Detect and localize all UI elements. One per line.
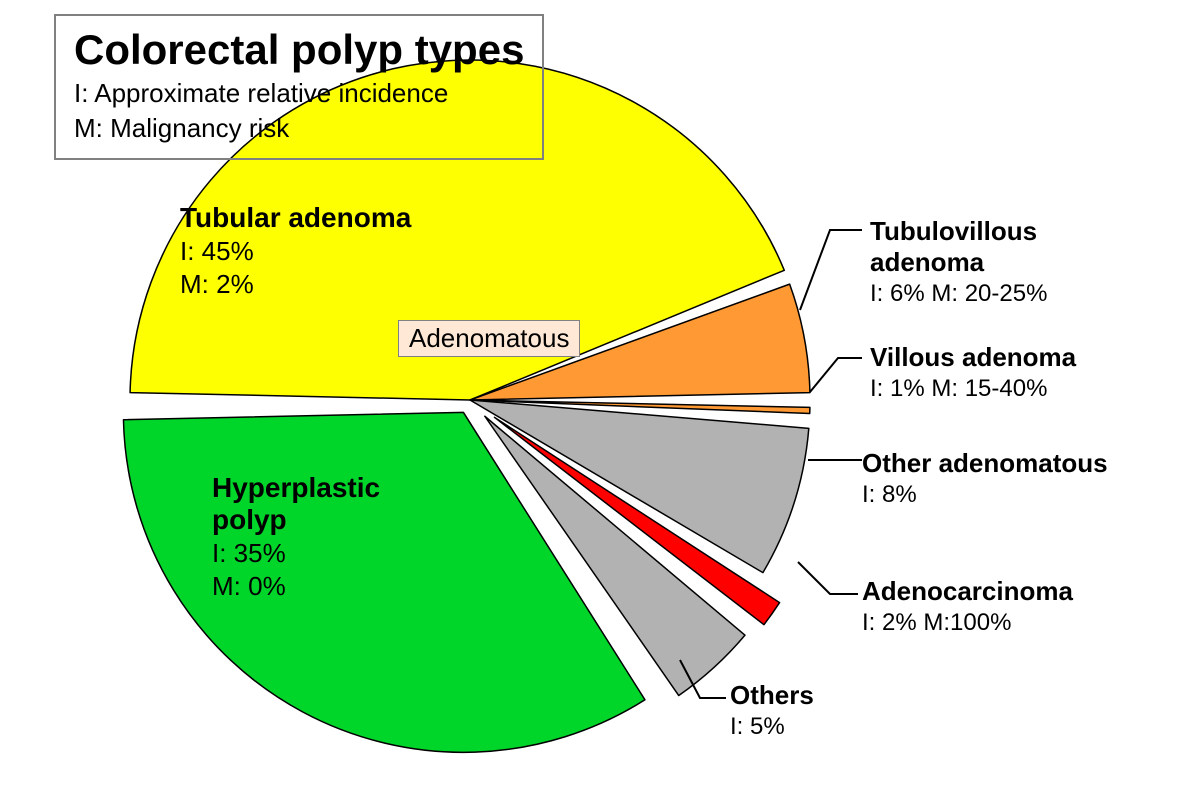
leader-tubulovillous-adenoma (800, 230, 862, 310)
label-villous-adenoma: Villous adenomaI: 1% M: 15-40% (870, 342, 1076, 403)
group-label-adenomatous: Adenomatous (398, 320, 580, 357)
label-name-villous-adenoma: Villous adenoma (870, 342, 1076, 373)
label-tubulovillous-adenoma: TubulovillousadenomaI: 6% M: 20-25% (870, 216, 1047, 308)
label-detail-others-0: I: 5% (730, 713, 814, 741)
label-name-tubulovillous-adenoma: Tubulovillous (870, 216, 1047, 247)
label-detail-tubulovillous-adenoma-0: I: 6% M: 20-25% (870, 280, 1047, 308)
label-name-others: Others (730, 680, 814, 711)
label-name-adenocarcinoma: Adenocarcinoma (862, 576, 1073, 607)
label-others: OthersI: 5% (730, 680, 814, 741)
leader-villous-adenoma (810, 358, 862, 392)
label-detail-tubular-adenoma-0: I: 45% (180, 236, 411, 267)
slice-hyperplastic-polyp (123, 412, 644, 752)
label-hyperplastic-polyp: HyperplasticpolypI: 35%M: 0% (212, 472, 380, 602)
label-detail-adenocarcinoma-0: I: 2% M:100% (862, 609, 1073, 637)
leader-adenocarcinoma (798, 562, 858, 594)
label-name-tubular-adenoma: Tubular adenoma (180, 202, 411, 234)
label-adenocarcinoma: AdenocarcinomaI: 2% M:100% (862, 576, 1073, 637)
label-detail-hyperplastic-polyp-0: I: 35% (212, 538, 380, 569)
legend-line-1: I: Approximate relative incidence (74, 78, 524, 109)
label-detail-hyperplastic-polyp-1: M: 0% (212, 571, 380, 602)
label-detail-tubular-adenoma-1: M: 2% (180, 269, 411, 300)
label-name-hyperplastic-polyp: Hyperplastic (212, 472, 380, 504)
title-box: Colorectal polyp types I: Approximate re… (54, 14, 544, 160)
chart-title: Colorectal polyp types (74, 26, 524, 74)
label-detail-other-adenomatous-0: I: 8% (862, 481, 1108, 509)
legend-line-2: M: Malignancy risk (74, 113, 524, 144)
label-name-other-adenomatous: Other adenomatous (862, 448, 1108, 479)
label-detail-villous-adenoma-0: I: 1% M: 15-40% (870, 375, 1076, 403)
label-other-adenomatous: Other adenomatousI: 8% (862, 448, 1108, 509)
label-tubular-adenoma: Tubular adenomaI: 45%M: 2% (180, 202, 411, 300)
